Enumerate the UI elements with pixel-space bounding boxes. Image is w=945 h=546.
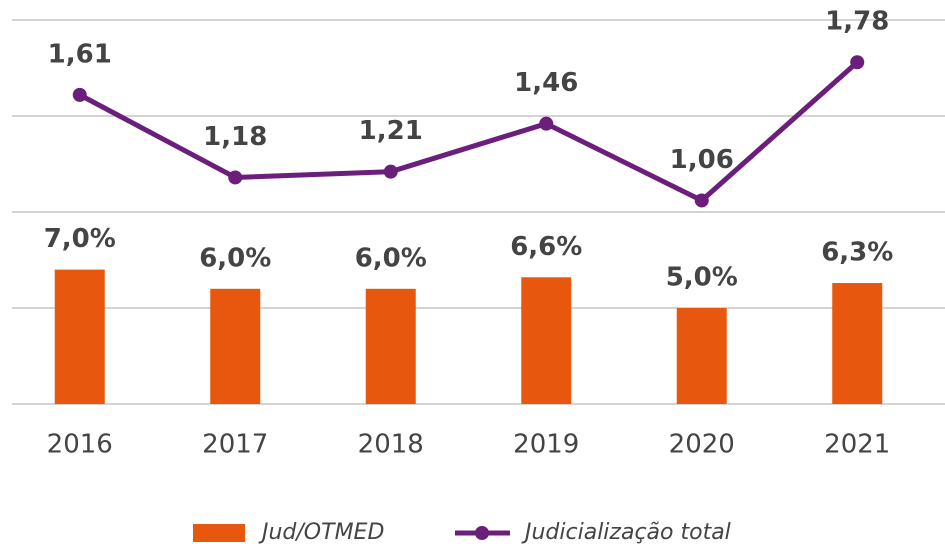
x-tick-label: 2019 [513, 430, 579, 460]
bar [521, 277, 572, 404]
line-value-label: 1,61 [48, 39, 112, 69]
bar-value-label: 6,0% [199, 243, 271, 273]
line-point [539, 116, 554, 131]
bar-value-label: 6,3% [821, 238, 893, 268]
bar [365, 288, 416, 404]
bar-value-label: 6,6% [510, 232, 582, 262]
line [78, 60, 859, 203]
legend-swatch [475, 526, 489, 540]
line-point [850, 55, 865, 70]
line-value-label: 1,78 [825, 7, 889, 37]
x-tick-label: 2018 [358, 430, 424, 460]
line-value-label: 1,18 [203, 122, 267, 152]
legend-label: Judicialização total [521, 520, 731, 545]
bar [676, 308, 727, 404]
bar-value-label: 5,0% [666, 263, 738, 293]
x-tick-label: 2020 [669, 430, 735, 460]
legend-swatch [193, 524, 245, 542]
line-point [72, 87, 87, 102]
line-value-label: 1,46 [514, 68, 578, 98]
bar-value-label: 6,0% [355, 243, 427, 273]
x-tick-label: 2017 [202, 430, 268, 460]
line-point [228, 170, 243, 185]
x-tick-label: 2016 [47, 430, 113, 460]
bar [210, 288, 261, 404]
line-point [694, 193, 709, 208]
bar-value-label: 7,0% [44, 224, 116, 254]
bar [54, 269, 105, 404]
legend-label: Jud/OTMED [258, 520, 384, 545]
bar [832, 283, 883, 404]
line-value-label: 1,06 [670, 145, 734, 175]
line-value-label: 1,21 [359, 116, 423, 146]
line-point [383, 164, 398, 179]
x-tick-label: 2021 [824, 430, 890, 460]
